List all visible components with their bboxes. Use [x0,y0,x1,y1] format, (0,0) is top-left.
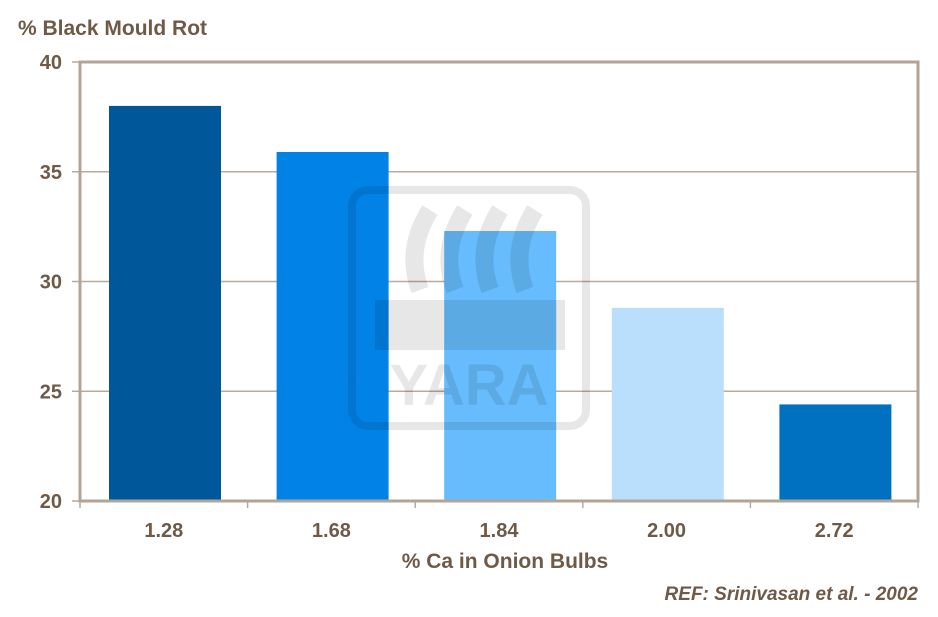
x-tick-label: 2.00 [647,520,686,542]
bar-2.00 [611,307,724,501]
x-tick-label: 1.28 [144,520,183,542]
bar-1.28 [109,105,221,502]
reference-annotation: REF: Srinivasan et al. - 2002 [664,584,918,605]
bar-1.68 [276,151,389,501]
y-tick-label: 25 [40,381,62,403]
x-tick-label: 1.68 [312,520,351,542]
y-axis-label: % Black Mould Rot [18,17,208,40]
y-tick-label: 35 [40,162,62,184]
x-tick-label: 1.84 [480,520,520,542]
bar-1.84 [444,231,557,501]
y-tick-label: 40 [40,52,62,74]
y-tick-label: 20 [40,491,62,513]
yara-watermark-logo: YARA [348,186,590,430]
svg-text:YARA: YARA [389,353,548,418]
bar-2.72 [779,404,892,501]
x-axis-label: % Ca in Onion Bulbs [401,550,609,573]
x-tick-label: 2.72 [815,520,854,542]
plot-frame [78,60,920,503]
y-tick-label: 30 [40,272,62,294]
